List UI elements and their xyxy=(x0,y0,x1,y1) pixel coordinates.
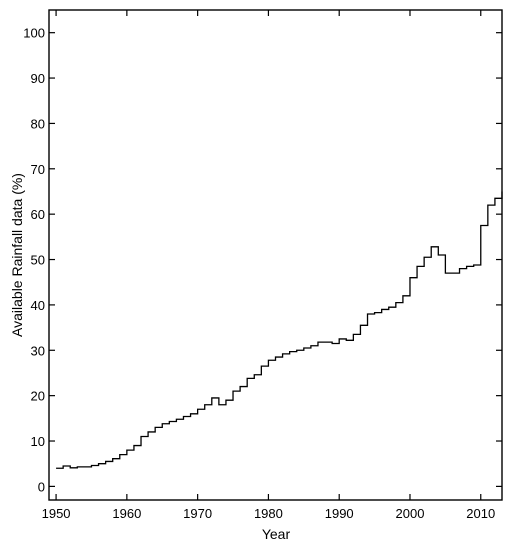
y-axis-label: Available Rainfall data (%) xyxy=(9,173,25,337)
y-tick-label: 90 xyxy=(31,71,45,86)
y-tick-label: 40 xyxy=(31,298,45,313)
x-tick-label: 1960 xyxy=(112,506,141,521)
x-tick-label: 1990 xyxy=(325,506,354,521)
y-tick-label: 0 xyxy=(38,479,45,494)
y-tick-label: 30 xyxy=(31,343,45,358)
x-tick-label: 1980 xyxy=(254,506,283,521)
y-tick-label: 70 xyxy=(31,162,45,177)
x-tick-label: 1970 xyxy=(183,506,212,521)
y-tick-label: 100 xyxy=(23,26,45,41)
series-layer xyxy=(56,191,503,469)
y-tick-label: 20 xyxy=(31,389,45,404)
plot-frame xyxy=(48,9,503,501)
y-tick-label: 10 xyxy=(31,434,45,449)
y-axis-ticks: 0 10 20 30 40 50 60 70 80 90 100 xyxy=(23,26,502,494)
y-tick-label: 80 xyxy=(31,116,45,131)
x-axis-label: Year xyxy=(262,526,291,542)
x-tick-label: 2000 xyxy=(396,506,425,521)
x-axis-ticks: 1950 1960 1970 1980 1990 2000 2010 xyxy=(42,10,495,521)
x-tick-label: 2010 xyxy=(466,506,495,521)
y-tick-label: 60 xyxy=(31,207,45,222)
series-line xyxy=(56,191,503,469)
y-tick-label: 50 xyxy=(31,253,45,268)
x-tick-label: 1950 xyxy=(42,506,71,521)
